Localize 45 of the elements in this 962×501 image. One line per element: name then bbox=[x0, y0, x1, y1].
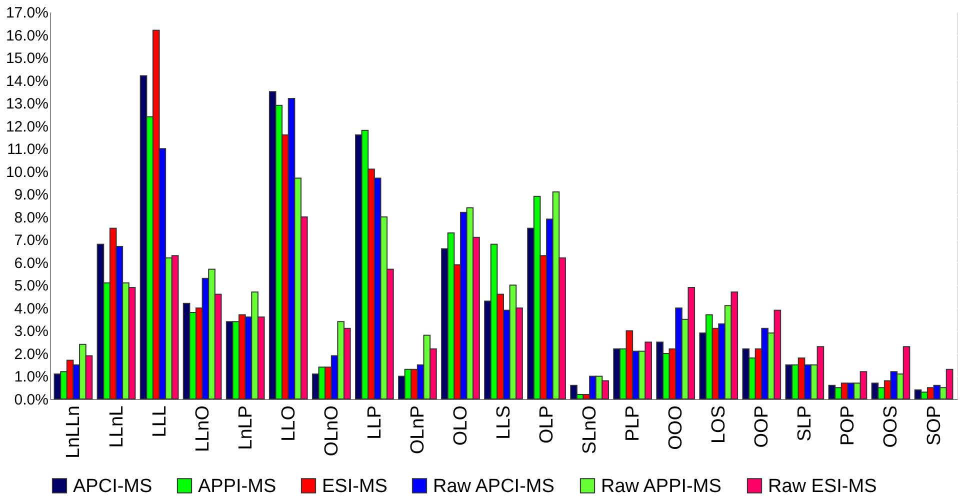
x-tick-label: SLP bbox=[794, 406, 816, 442]
legend-label: Raw ESI-MS bbox=[768, 476, 877, 497]
x-tick-label: SLnO bbox=[580, 406, 601, 454]
x-tick-label: LnLP bbox=[235, 406, 256, 450]
x-tick-label: OOP bbox=[752, 406, 773, 448]
legend-label: APPI-MS bbox=[198, 476, 276, 497]
y-tick-label: 5.0% bbox=[14, 278, 48, 295]
x-tick-label: LnLLn bbox=[63, 406, 84, 458]
x-tick-label: POP bbox=[838, 406, 859, 446]
y-tick-label: 0.0% bbox=[14, 392, 48, 408]
y-tick-label: 8.0% bbox=[14, 209, 48, 226]
x-tick-label: LLS bbox=[494, 406, 514, 440]
y-tick-label: 6.0% bbox=[14, 254, 48, 272]
legend-label: APCI-MS bbox=[73, 476, 152, 497]
y-tick-label: 3.0% bbox=[14, 323, 48, 340]
x-tick-label: OLnP bbox=[407, 406, 428, 454]
y-tick-label: 2.0% bbox=[14, 346, 48, 363]
x-tick-label: OOO bbox=[666, 406, 687, 450]
legend-label: Raw APCI-MS bbox=[433, 476, 554, 497]
y-tick-label: 13.0% bbox=[6, 96, 48, 113]
x-tick-label: PLP bbox=[622, 406, 644, 442]
x-tick-label: LLL bbox=[149, 406, 170, 438]
y-tick-label: 16.0% bbox=[6, 27, 48, 44]
x-tick-label: OLO bbox=[450, 406, 472, 446]
x-tick-label: OLnO bbox=[321, 406, 342, 456]
legend-label: Raw APPI-MS bbox=[601, 476, 722, 497]
x-tick-label: LLO bbox=[278, 406, 300, 442]
x-tick-label: SOP bbox=[924, 406, 945, 446]
y-tick-label: 10.0% bbox=[6, 164, 48, 181]
x-tick-label: LOS bbox=[708, 406, 730, 444]
x-tick-label: LLnL bbox=[106, 406, 128, 448]
legend-label: ESI-MS bbox=[322, 476, 388, 497]
x-tick-label: OOS bbox=[880, 406, 902, 448]
y-tick-label: 15.0% bbox=[6, 50, 48, 68]
y-tick-label: 1.0% bbox=[14, 368, 48, 386]
y-tick-label: 12.0% bbox=[6, 118, 48, 136]
y-tick-label: 7.0% bbox=[14, 232, 48, 250]
y-tick-label: 11.0% bbox=[7, 141, 48, 158]
y-tick-label: 9.0% bbox=[14, 186, 48, 204]
y-tick-label: 4.0% bbox=[14, 300, 48, 318]
y-tick-label: 17.0% bbox=[6, 4, 48, 22]
x-tick-label: OLP bbox=[536, 406, 558, 444]
y-tick-label: 14.0% bbox=[6, 72, 48, 90]
x-tick-label: LLP bbox=[364, 406, 386, 440]
x-tick-label: LLnO bbox=[192, 406, 214, 452]
